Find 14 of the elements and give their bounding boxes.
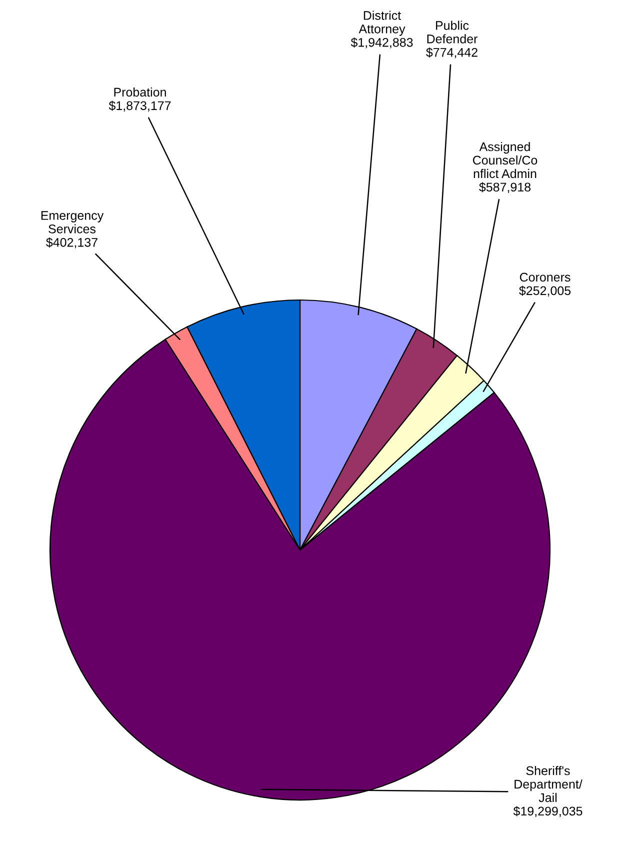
data-label: $252,005 xyxy=(519,286,571,297)
data-label: $1,942,883 xyxy=(350,37,413,48)
slice-label: Coroners xyxy=(520,272,570,282)
data-label: $587,918 xyxy=(479,182,531,194)
slice-label: Emergency Services xyxy=(41,211,104,234)
slice-label: Sheriff's Department/ Jail xyxy=(514,766,582,802)
slice-label: Probation xyxy=(114,87,166,97)
slice-label: Public Defender xyxy=(427,20,478,44)
data-label: $19,299,035 xyxy=(513,806,582,818)
data-label: $402,137 xyxy=(46,237,98,248)
slice-label: Assigned Counsel/Co nflict Admin xyxy=(472,142,538,178)
data-label: $774,442 xyxy=(426,47,478,58)
data-label: $1,873,177 xyxy=(108,100,171,112)
slice-label: District Attorney xyxy=(358,10,406,36)
